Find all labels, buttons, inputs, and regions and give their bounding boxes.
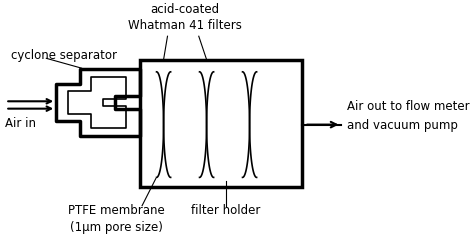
Text: PTFE membrane: PTFE membrane xyxy=(68,204,165,217)
Text: Air out to flow meter: Air out to flow meter xyxy=(347,100,470,113)
Text: and vacuum pump: and vacuum pump xyxy=(347,119,458,132)
Bar xyxy=(140,60,302,187)
Text: cyclone separator: cyclone separator xyxy=(11,49,117,62)
Text: Air in: Air in xyxy=(5,117,36,130)
Text: acid-coated: acid-coated xyxy=(151,3,219,16)
Text: filter holder: filter holder xyxy=(191,204,261,217)
Text: (1μm pore size): (1μm pore size) xyxy=(70,221,163,234)
Text: Whatman 41 filters: Whatman 41 filters xyxy=(128,19,242,32)
